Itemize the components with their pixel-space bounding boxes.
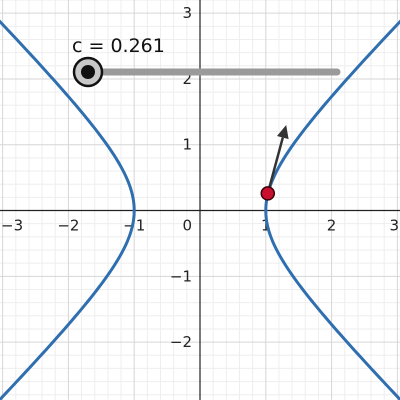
x-tick-label: 2 [327,217,337,235]
direction-vector[interactable] [266,125,289,194]
hyperbola-right-branch[interactable] [264,0,400,400]
y-tick-label: −2 [170,333,192,351]
y-tick-label: 1 [182,136,192,154]
point-on-curve[interactable] [260,186,276,201]
x-tick-label: 1 [261,217,271,235]
slider-c[interactable]: c = 0.261 [72,35,341,88]
y-tick-label: −1 [170,267,192,285]
x-tick-label: 3 [389,217,399,235]
slider-handle[interactable] [72,56,104,88]
slider-label: c = 0.261 [72,35,165,57]
vector-arrowhead[interactable] [277,125,289,140]
x-tick-label: −2 [57,217,79,235]
x-tick-labels: −3 −2 −1 1 2 3 [1,217,399,235]
vector-shaft[interactable] [266,137,285,194]
y-tick-label: 3 [182,4,192,22]
x-tick-label: −1 [123,217,145,235]
hyperbola-left-branch[interactable] [0,0,136,400]
y-tick-label: 2 [182,70,192,88]
x-tick-label: −3 [1,217,23,235]
origin-label: 0 [182,217,192,235]
y-tick-labels: 3 2 1 −1 −2 [170,4,192,351]
slider-handle-dot[interactable] [81,65,95,79]
